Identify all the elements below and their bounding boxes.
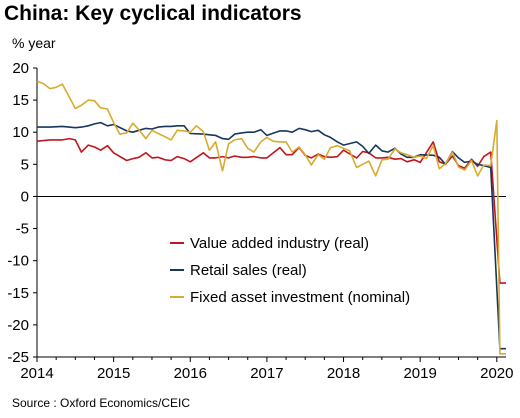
x-tick-label: 2016 (174, 365, 207, 382)
series-line-3 (36, 80, 506, 355)
y-axis-unit-label: % year (12, 35, 56, 51)
series-line-2 (37, 121, 506, 350)
x-tick-label: 2015 (97, 365, 130, 382)
y-tick-label: 20 (12, 60, 29, 77)
y-tick-label: -10 (7, 253, 29, 270)
y-tick-label: -15 (7, 285, 29, 302)
y-tick-label: 10 (12, 124, 29, 141)
x-tick-label: 2018 (327, 365, 360, 382)
legend-label-3: Fixed asset investment (nominal) (190, 289, 410, 306)
y-tick-label: -25 (7, 349, 29, 366)
y-tick-label: -20 (7, 317, 29, 334)
y-tick-label: 5 (21, 156, 29, 173)
chart-source: Source : Oxford Economics/CEIC (12, 396, 191, 410)
legend-label-2: Retail sales (real) (190, 262, 307, 279)
x-tick-label: 2020 (480, 365, 513, 382)
series-line-1 (36, 137, 506, 284)
legend-label-1: Value added industry (real) (190, 235, 369, 252)
x-tick-label: 2019 (403, 365, 436, 382)
y-tick-label: 0 (21, 188, 29, 205)
x-tick-label: 2017 (250, 365, 283, 382)
y-tick-label: 15 (12, 92, 29, 109)
x-tick-label: 2014 (20, 365, 53, 382)
y-tick-label: -5 (16, 221, 29, 238)
chart-title: China: Key cyclical indicators (4, 2, 302, 25)
